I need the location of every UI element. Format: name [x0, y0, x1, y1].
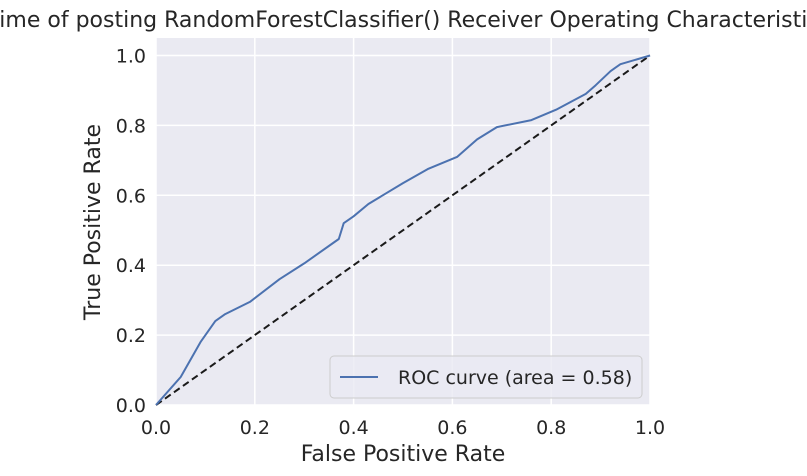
x-axis-label: False Positive Rate — [301, 442, 505, 467]
y-axis-label: True Positive Rate — [81, 124, 106, 321]
x-tick-label: 0.2 — [240, 417, 270, 439]
y-tick-label: 0.0 — [116, 395, 146, 417]
x-tick-label: 0.6 — [437, 417, 467, 439]
x-tick-label: 0.4 — [338, 417, 368, 439]
roc-curve-line — [155, 54, 651, 406]
y-tick-label: 0.2 — [116, 325, 146, 347]
y-tick-label: 0.8 — [116, 115, 146, 137]
series-layer — [155, 54, 651, 406]
grid — [155, 38, 651, 406]
tick-labels: 0.0 0.2 0.4 0.6 0.8 1.0 0.0 0.2 0.4 0.6 0.8 1.0 — [116, 45, 665, 439]
legend-entry-label: ROC curve (area = 0.58) — [398, 367, 632, 389]
y-tick-label: 0.6 — [116, 185, 146, 207]
legend: ROC curve (area = 0.58) — [329, 355, 643, 399]
x-tick-label: 0.0 — [141, 417, 171, 439]
y-tick-label: 1.0 — [116, 45, 146, 67]
x-tick-label: 0.8 — [536, 417, 566, 439]
plot-area — [156, 38, 650, 405]
y-tick-label: 0.4 — [116, 255, 146, 277]
x-tick-label: 1.0 — [635, 417, 665, 439]
legend-box — [329, 355, 643, 399]
chance-diagonal-line — [155, 54, 651, 406]
chart-title: Time of posting RandomForestClassifier()… — [0, 8, 807, 33]
